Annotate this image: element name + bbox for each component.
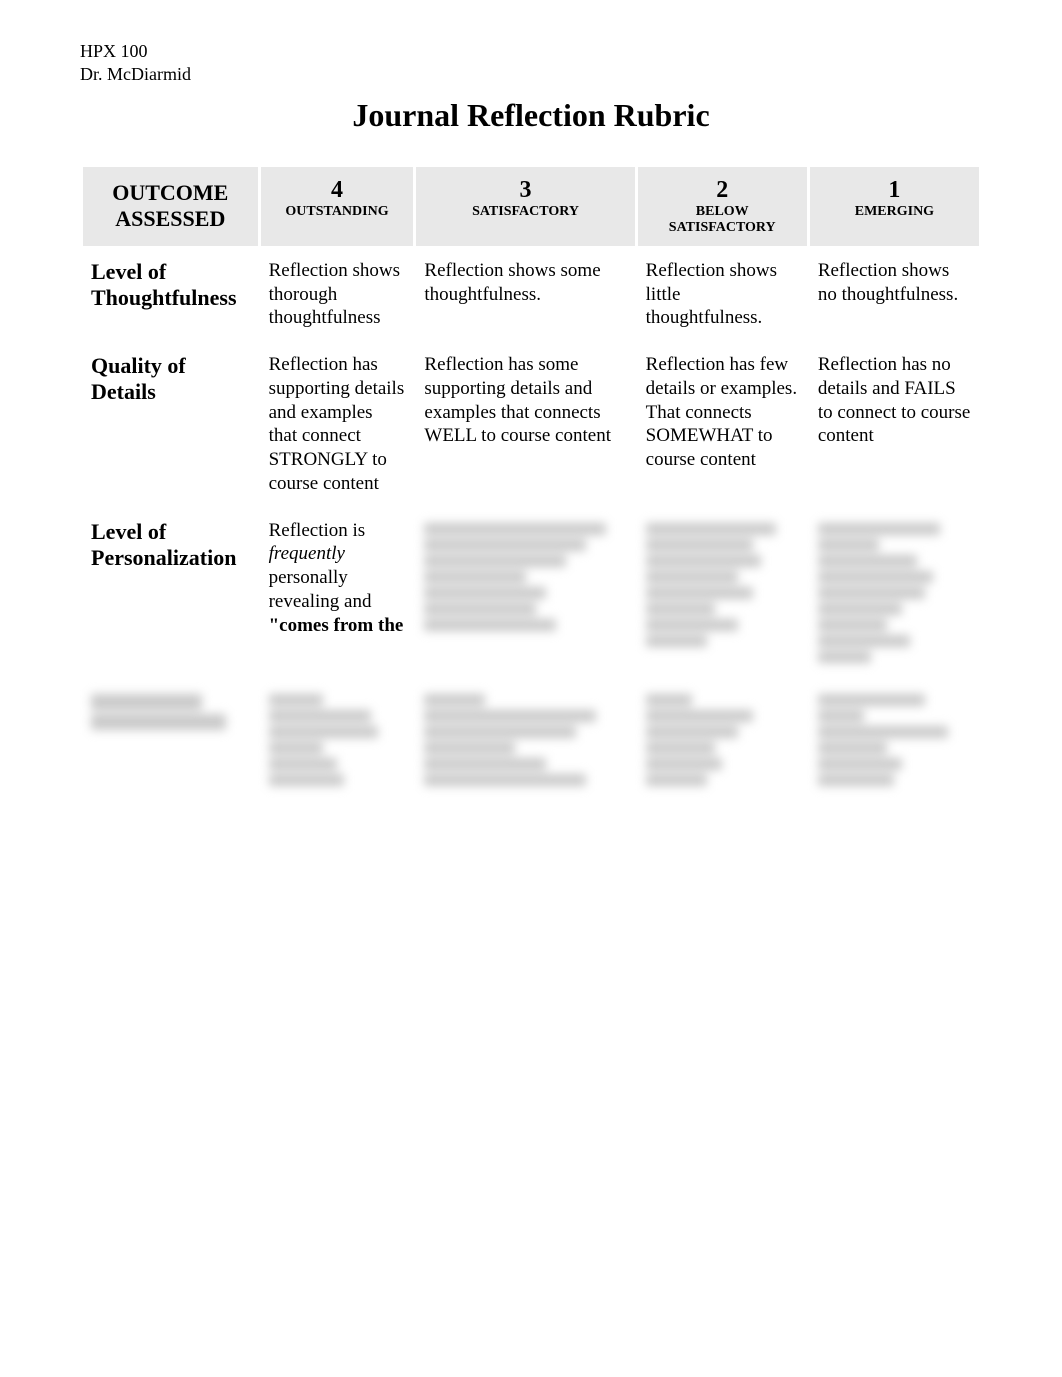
cell-quality-4: Reflection has supporting details and ex… [261,343,414,506]
level-1-num: 1 [818,177,971,204]
level-3-header: 3 SATISFACTORY [416,167,634,246]
cell-blurred [416,680,634,800]
level-3-label: SATISFACTORY [424,204,626,220]
cell-personalization-1-blurred [810,509,979,677]
instructor-name: Dr. McDiarmid [80,63,982,86]
cell-quality-2: Reflection has few details or examples. … [638,343,807,506]
row-label-blurred [83,680,258,800]
level-1-label: EMERGING [818,204,971,220]
table-row: Level of Personalization Reflection is f… [83,509,979,677]
level-4-label: OUTSTANDING [269,204,406,220]
cell-thoughtfulness-3: Reflection shows some thoughtfulness. [416,249,634,340]
cell-personalization-4: Reflection is frequently personally reve… [261,509,414,677]
level-2-label: BELOW SATISFACTORY [646,204,799,236]
cell-quality-3: Reflection has some supporting details a… [416,343,634,506]
row-label-quality: Quality of Details [83,343,258,506]
cell-blurred [638,680,807,800]
cell-blurred [810,680,979,800]
row-label-personalization: Level of Personalization [83,509,258,677]
level-3-num: 3 [424,177,626,204]
table-header-row: OUTCOME ASSESSED 4 OUTSTANDING 3 SATISFA… [83,167,979,246]
cell-thoughtfulness-2: Reflection shows little thoughtfulness. [638,249,807,340]
course-code: HPX 100 [80,40,982,63]
cell-quality-1: Reflection has no details and FAILS to c… [810,343,979,506]
row-label-thoughtfulness: Level of Thoughtfulness [83,249,258,340]
level-4-header: 4 OUTSTANDING [261,167,414,246]
cell-thoughtfulness-4: Reflection shows thorough thoughtfulness [261,249,414,340]
table-row-blurred [83,680,979,800]
level-2-header: 2 BELOW SATISFACTORY [638,167,807,246]
rubric-table: OUTCOME ASSESSED 4 OUTSTANDING 3 SATISFA… [80,164,982,803]
document-title: Journal Reflection Rubric [80,97,982,134]
level-2-num: 2 [646,177,799,204]
table-row: Level of Thoughtfulness Reflection shows… [83,249,979,340]
level-1-header: 1 EMERGING [810,167,979,246]
level-4-num: 4 [269,177,406,204]
cell-thoughtfulness-1: Reflection shows no thoughtfulness. [810,249,979,340]
cell-personalization-3-blurred [416,509,634,677]
outcome-header: OUTCOME ASSESSED [83,167,258,246]
table-row: Quality of Details Reflection has suppor… [83,343,979,506]
cell-personalization-2-blurred [638,509,807,677]
cell-blurred [261,680,414,800]
